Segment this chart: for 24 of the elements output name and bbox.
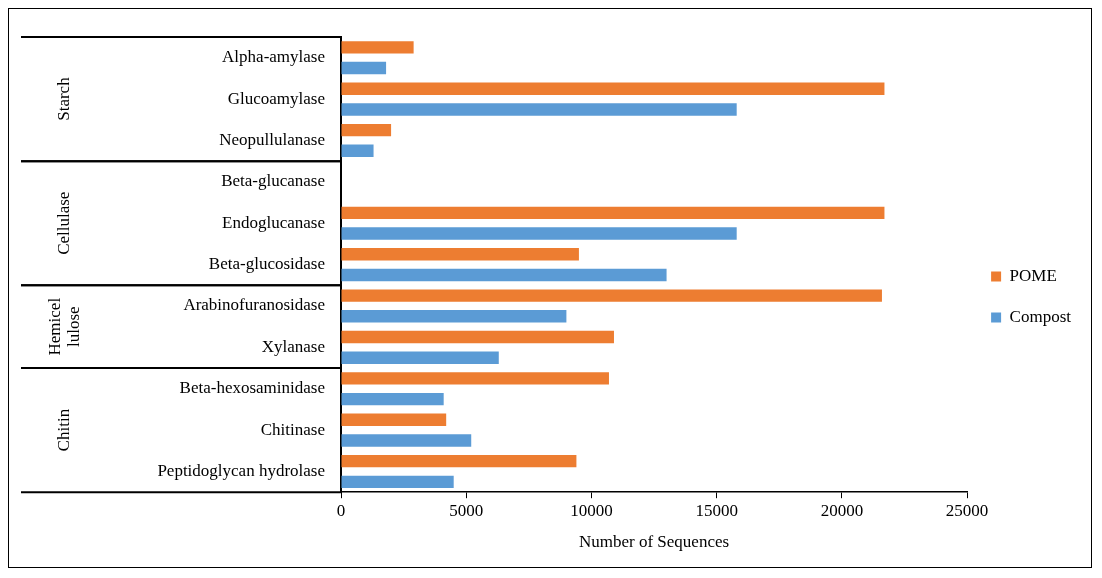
y-tick-label: Beta-glucosidase (208, 254, 325, 274)
y-tick-label: Beta-hexosaminidase (179, 378, 325, 398)
y-tick-label: Glucoamylase (227, 88, 325, 108)
x-tick-label: 5000 (449, 500, 484, 520)
y-tick-label: Chitinase (260, 419, 325, 439)
x-tick-label: 25000 (945, 500, 989, 520)
text: Hemicel lulose (44, 297, 83, 356)
x-axis-title: Number of Sequences (578, 532, 730, 552)
y-tick-label: Arabinofuranosidase (183, 295, 325, 315)
x-tick-label: 15000 (695, 500, 738, 520)
x-tick-label: 20000 (820, 500, 864, 520)
legend-label: Compost (1009, 306, 1072, 326)
text: Chitin (54, 408, 74, 452)
x-tick-label: 0 (336, 500, 346, 520)
x-tick-label: 10000 (570, 500, 613, 520)
text: Starch (54, 76, 74, 121)
y-tick-label: Neopullulanase (219, 129, 325, 149)
y-tick-label: Endoglucanase (222, 212, 325, 232)
y-tick-label: Beta-glucanase (221, 171, 325, 191)
legend-label: POME (1009, 265, 1057, 285)
text: Cellulase (54, 191, 74, 255)
y-tick-label: Peptidoglycan hydrolase (157, 460, 325, 480)
y-tick-label: Xylanase (261, 336, 325, 356)
y-tick-label: Alpha-amylase (222, 47, 325, 67)
